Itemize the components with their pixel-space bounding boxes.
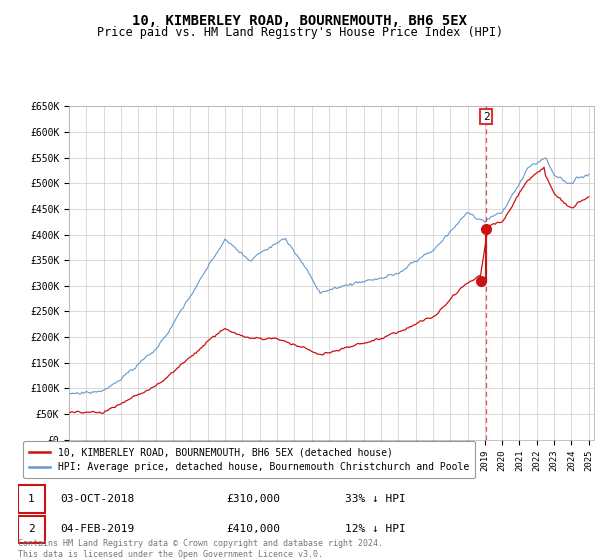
Text: 10, KIMBERLEY ROAD, BOURNEMOUTH, BH6 5EX: 10, KIMBERLEY ROAD, BOURNEMOUTH, BH6 5EX	[133, 14, 467, 28]
Text: Price paid vs. HM Land Registry's House Price Index (HPI): Price paid vs. HM Land Registry's House …	[97, 26, 503, 39]
Text: 33% ↓ HPI: 33% ↓ HPI	[345, 494, 406, 503]
FancyBboxPatch shape	[18, 486, 45, 512]
Text: £410,000: £410,000	[227, 524, 281, 534]
Text: £310,000: £310,000	[227, 494, 281, 503]
Text: Contains HM Land Registry data © Crown copyright and database right 2024.
This d: Contains HM Land Registry data © Crown c…	[18, 539, 383, 559]
Text: 2: 2	[483, 111, 490, 122]
Text: 03-OCT-2018: 03-OCT-2018	[60, 494, 134, 503]
Text: 1: 1	[28, 494, 35, 503]
FancyBboxPatch shape	[18, 516, 45, 543]
Legend: 10, KIMBERLEY ROAD, BOURNEMOUTH, BH6 5EX (detached house), HPI: Average price, d: 10, KIMBERLEY ROAD, BOURNEMOUTH, BH6 5EX…	[23, 441, 475, 478]
Text: 2: 2	[28, 524, 35, 534]
Text: 12% ↓ HPI: 12% ↓ HPI	[345, 524, 406, 534]
Text: 04-FEB-2019: 04-FEB-2019	[60, 524, 134, 534]
